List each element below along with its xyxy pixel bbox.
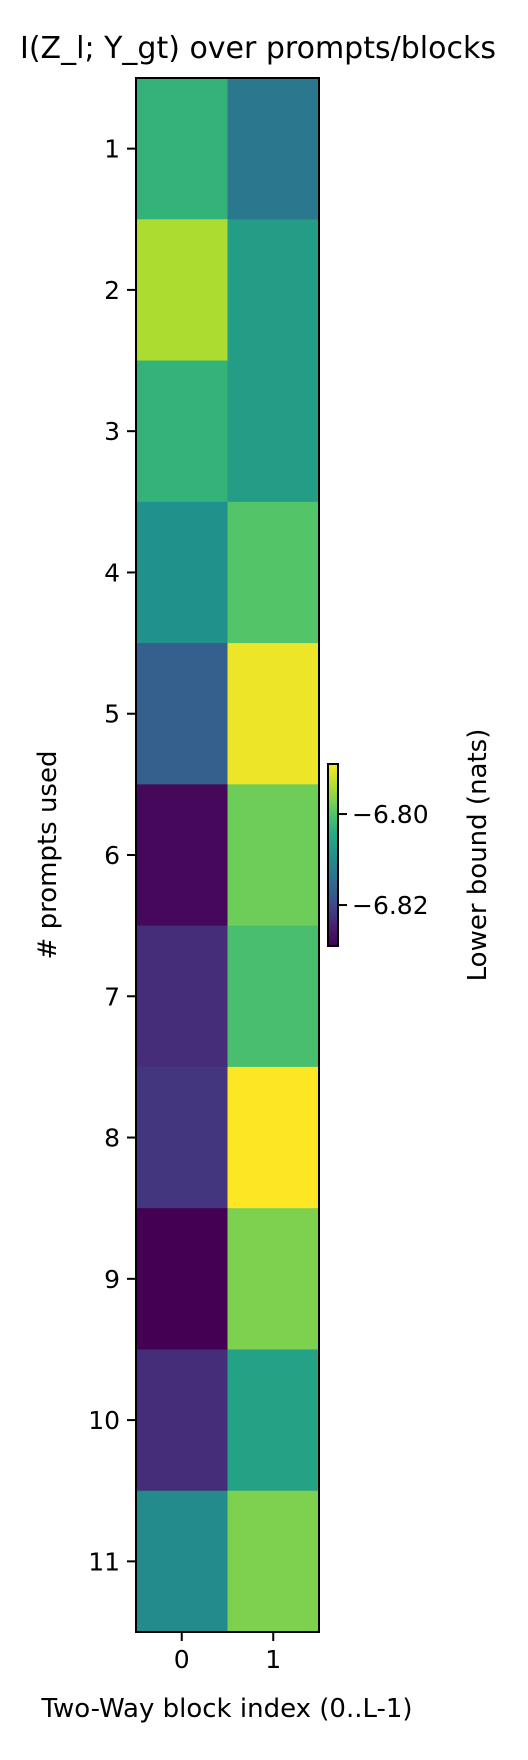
y-tick-label: 11 <box>88 1547 120 1576</box>
heatmap-cell <box>227 784 320 927</box>
heatmap-cell <box>227 501 320 644</box>
heatmap-cell <box>227 643 320 785</box>
y-tick-label: 1 <box>104 135 120 164</box>
x-tick-label: 1 <box>265 1645 281 1674</box>
y-tick-label: 9 <box>104 1265 120 1294</box>
y-tick-label: 6 <box>104 841 120 870</box>
heatmap-cell <box>227 360 320 503</box>
heatmap-cell <box>136 78 228 220</box>
heatmap-cell <box>136 1349 228 1492</box>
heatmap-cell <box>227 219 320 362</box>
colorbar-tick-label: −6.82 <box>352 891 429 920</box>
y-tick-label: 8 <box>104 1124 120 1153</box>
colorbar-frame <box>327 763 339 947</box>
chart-title: I(Z_l; Y_gt) over prompts/blocks <box>20 31 496 66</box>
heatmap-cell <box>136 1208 228 1350</box>
heatmap-cell <box>136 643 228 785</box>
y-tick-label: 4 <box>104 558 120 587</box>
x-tick-label: 0 <box>174 1645 190 1674</box>
y-tick-label: 5 <box>104 700 120 729</box>
x-axis-label: Two-Way block index (0..L-1) <box>40 1694 412 1724</box>
y-tick-label: 3 <box>104 417 120 446</box>
heatmap-cell <box>227 1066 320 1209</box>
heatmap-cells <box>136 78 320 1633</box>
colorbar-ticks: −6.82 −6.80 <box>338 800 429 920</box>
heatmap-cell <box>227 78 320 220</box>
heatmap-cell <box>136 360 228 503</box>
y-tick-label: 7 <box>104 982 120 1011</box>
heatmap-cell <box>136 925 228 1068</box>
heatmap-cell <box>136 784 228 927</box>
heatmap-cell <box>136 1490 228 1633</box>
heatmap-cell <box>227 1208 320 1350</box>
colorbar-label: Lower bound (nats) <box>463 729 493 982</box>
y-axis-label: # prompts used <box>33 751 63 960</box>
y-axis-ticks: 1 2 3 4 5 6 7 8 9 10 11 <box>88 135 136 1576</box>
y-tick-label: 10 <box>88 1406 120 1435</box>
heatmap-cell <box>136 219 228 362</box>
colorbar: −6.82 −6.80 <box>327 763 429 947</box>
heatmap-cell <box>136 501 228 644</box>
colorbar-tick-label: −6.80 <box>352 800 429 829</box>
heatmap-cell <box>227 1490 320 1633</box>
heatmap-cell <box>136 1066 228 1209</box>
heatmap-cell <box>227 1349 320 1492</box>
heatmap-cell <box>227 925 320 1068</box>
plot-frame <box>135 77 320 1633</box>
colorbar-gradient <box>328 764 338 946</box>
y-tick-label: 2 <box>104 276 120 305</box>
